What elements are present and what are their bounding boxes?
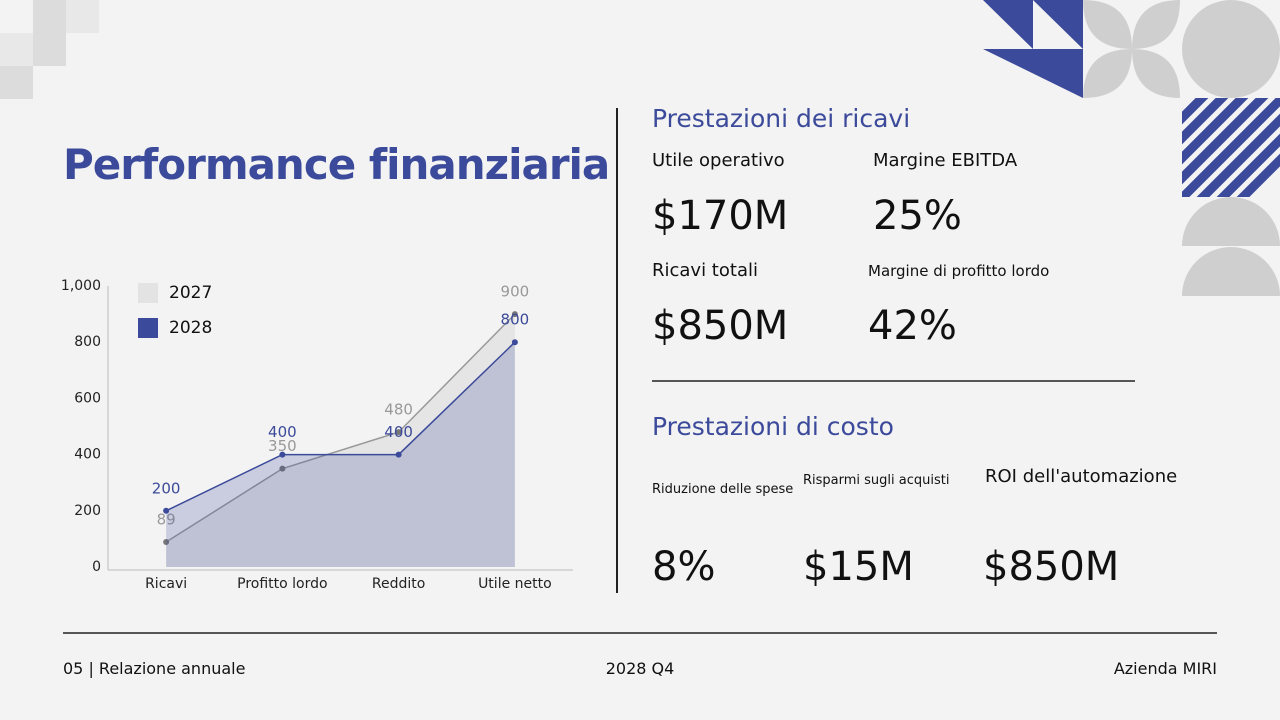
- data-label: 350: [268, 437, 297, 455]
- point: [279, 465, 286, 472]
- line: [165, 341, 516, 512]
- data-label: 800: [501, 311, 530, 329]
- legend-label: 2027: [169, 283, 212, 303]
- y-tick-label: 200: [74, 503, 101, 519]
- title: Performance finanziaria: [63, 140, 610, 189]
- data-label: 200: [152, 479, 181, 497]
- x-tick-label: Profitto lordo: [237, 576, 327, 592]
- petals: [1083, 0, 1280, 98]
- stripes: [1182, 98, 1280, 197]
- legend-label: 2028: [169, 318, 212, 338]
- area: [166, 314, 515, 567]
- squares: [0, 0, 99, 99]
- metric-label: Margine di profitto lordo: [868, 262, 1050, 280]
- y-tick-label: 1,000: [61, 278, 101, 294]
- footer-center: 2028 Q4: [605, 659, 675, 678]
- metric-value: 42%: [868, 303, 957, 349]
- legend-swatch: [138, 318, 158, 338]
- metric-value: $850M: [983, 544, 1120, 590]
- legend-swatch: [138, 283, 158, 303]
- chart: 0 200 400 600 800 1,000 Ricavi Profitto lordo Re…: [61, 278, 573, 592]
- data-label: 400: [268, 423, 297, 441]
- section-title: Prestazioni dei ricavi: [652, 104, 911, 133]
- point: [163, 538, 170, 545]
- point: [279, 451, 286, 458]
- metric-label: Risparmi sugli acquisti: [803, 473, 950, 488]
- line: [165, 313, 516, 543]
- y-tick-label: 600: [74, 390, 101, 406]
- data-label: 89: [157, 510, 176, 528]
- section-title: Prestazioni di costo: [652, 412, 894, 441]
- metric-value: $850M: [652, 303, 789, 349]
- footer-left: 05 | Relazione annuale: [63, 659, 246, 678]
- footer-right: Azienda MIRI: [1113, 659, 1217, 678]
- metric-label: Margine EBITDA: [873, 150, 1018, 171]
- data-label: 400: [384, 423, 413, 441]
- x-tick-label: Utile netto: [478, 576, 552, 592]
- triangles: [983, 0, 1083, 98]
- x-tick-label: Ricavi: [145, 576, 187, 592]
- point: [163, 507, 170, 514]
- metric-label: Utile operativo: [652, 150, 785, 171]
- y-tick-label: 400: [74, 447, 101, 463]
- semicircles: [1182, 197, 1280, 296]
- metric-value: $170M: [652, 193, 789, 239]
- metric-label: Riduzione delle spese: [652, 482, 794, 497]
- metric-value: $15M: [803, 544, 914, 590]
- point: [511, 339, 518, 346]
- metric-value: 25%: [873, 193, 962, 239]
- y-tick-label: 800: [74, 334, 101, 350]
- point: [511, 311, 518, 318]
- point: [395, 429, 402, 436]
- metric-label: Ricavi totali: [652, 260, 758, 281]
- y-tick-label: 0: [92, 559, 101, 575]
- data-label: 900: [501, 283, 530, 301]
- metric-value: 8%: [652, 544, 716, 590]
- data-label: 480: [384, 401, 413, 419]
- point: [395, 451, 402, 458]
- x-tick-label: Reddito: [372, 576, 425, 592]
- metric-label: ROI dell'automazione: [985, 466, 1178, 487]
